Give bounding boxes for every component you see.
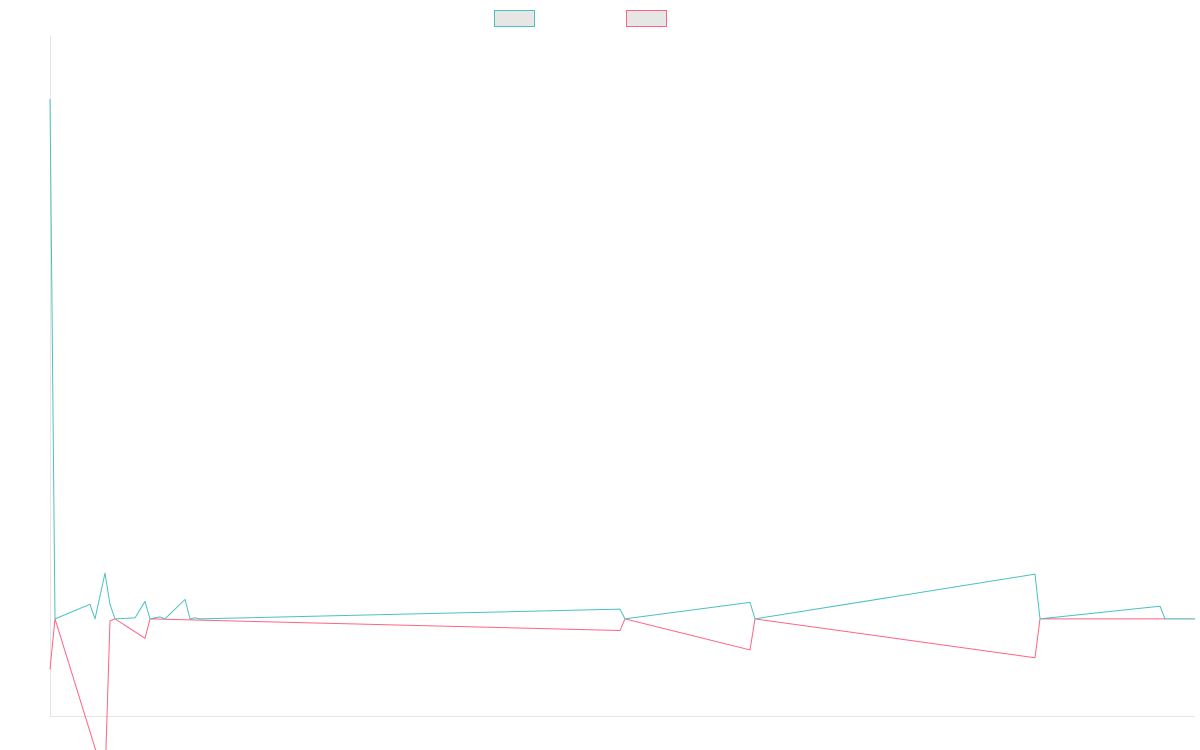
legend-swatch-series_b xyxy=(626,10,667,27)
legend xyxy=(494,10,667,27)
series_b-line xyxy=(49,618,1195,750)
series-lines xyxy=(49,99,1195,750)
series_a-line xyxy=(49,99,1195,620)
legend-swatch-series_a xyxy=(494,10,535,27)
